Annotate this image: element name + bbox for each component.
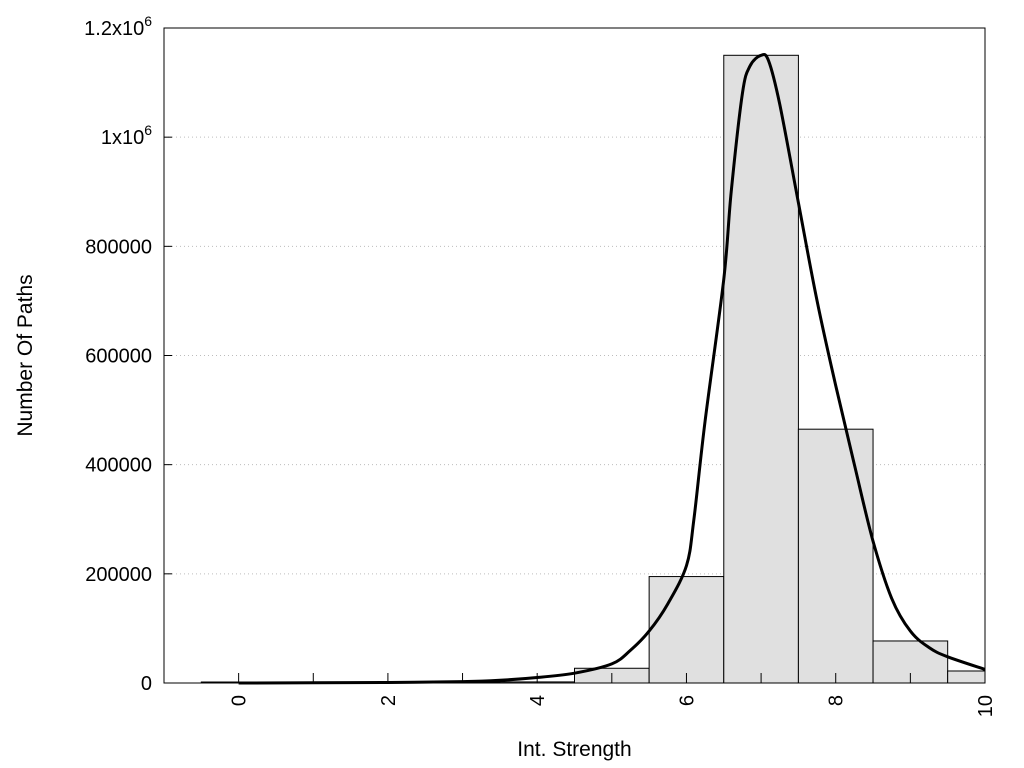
bars	[200, 54, 986, 684]
y-tick-label-0: 0	[141, 673, 152, 695]
y-tick-label-2: 400000	[85, 455, 152, 477]
bar-6	[648, 576, 725, 684]
bar-8	[797, 428, 874, 684]
y-tick-exponent-5: 6	[144, 122, 152, 138]
x-tick-label-4: 8	[826, 695, 848, 706]
y-tick-label-1: 200000	[85, 564, 152, 586]
x-tick-label-0: 0	[229, 695, 251, 706]
x-tick-label-5: 10	[975, 695, 997, 717]
y-axis-ticks: 0 200000 400000 600000 800000 1x106 1.2x106	[84, 13, 172, 695]
x-axis-ticks: 0 2 4 6 8 10	[229, 673, 997, 717]
bar-7	[723, 54, 799, 684]
y-tick-label-6: 1.2x106	[84, 13, 152, 40]
y-axis-label: Number Of Paths	[14, 274, 37, 436]
y-tick-label-4: 800000	[85, 236, 152, 258]
x-tick-label-2: 4	[527, 695, 549, 706]
x-tick-label-1: 2	[378, 695, 400, 706]
y-tick-label-3: 600000	[85, 346, 152, 368]
y-tick-label-5: 1x106	[101, 122, 152, 149]
x-axis-label: Int. Strength	[517, 738, 631, 761]
x-tick-label-3: 6	[676, 695, 698, 706]
y-tick-exponent-6: 6	[144, 13, 152, 29]
bar-10	[947, 670, 986, 684]
